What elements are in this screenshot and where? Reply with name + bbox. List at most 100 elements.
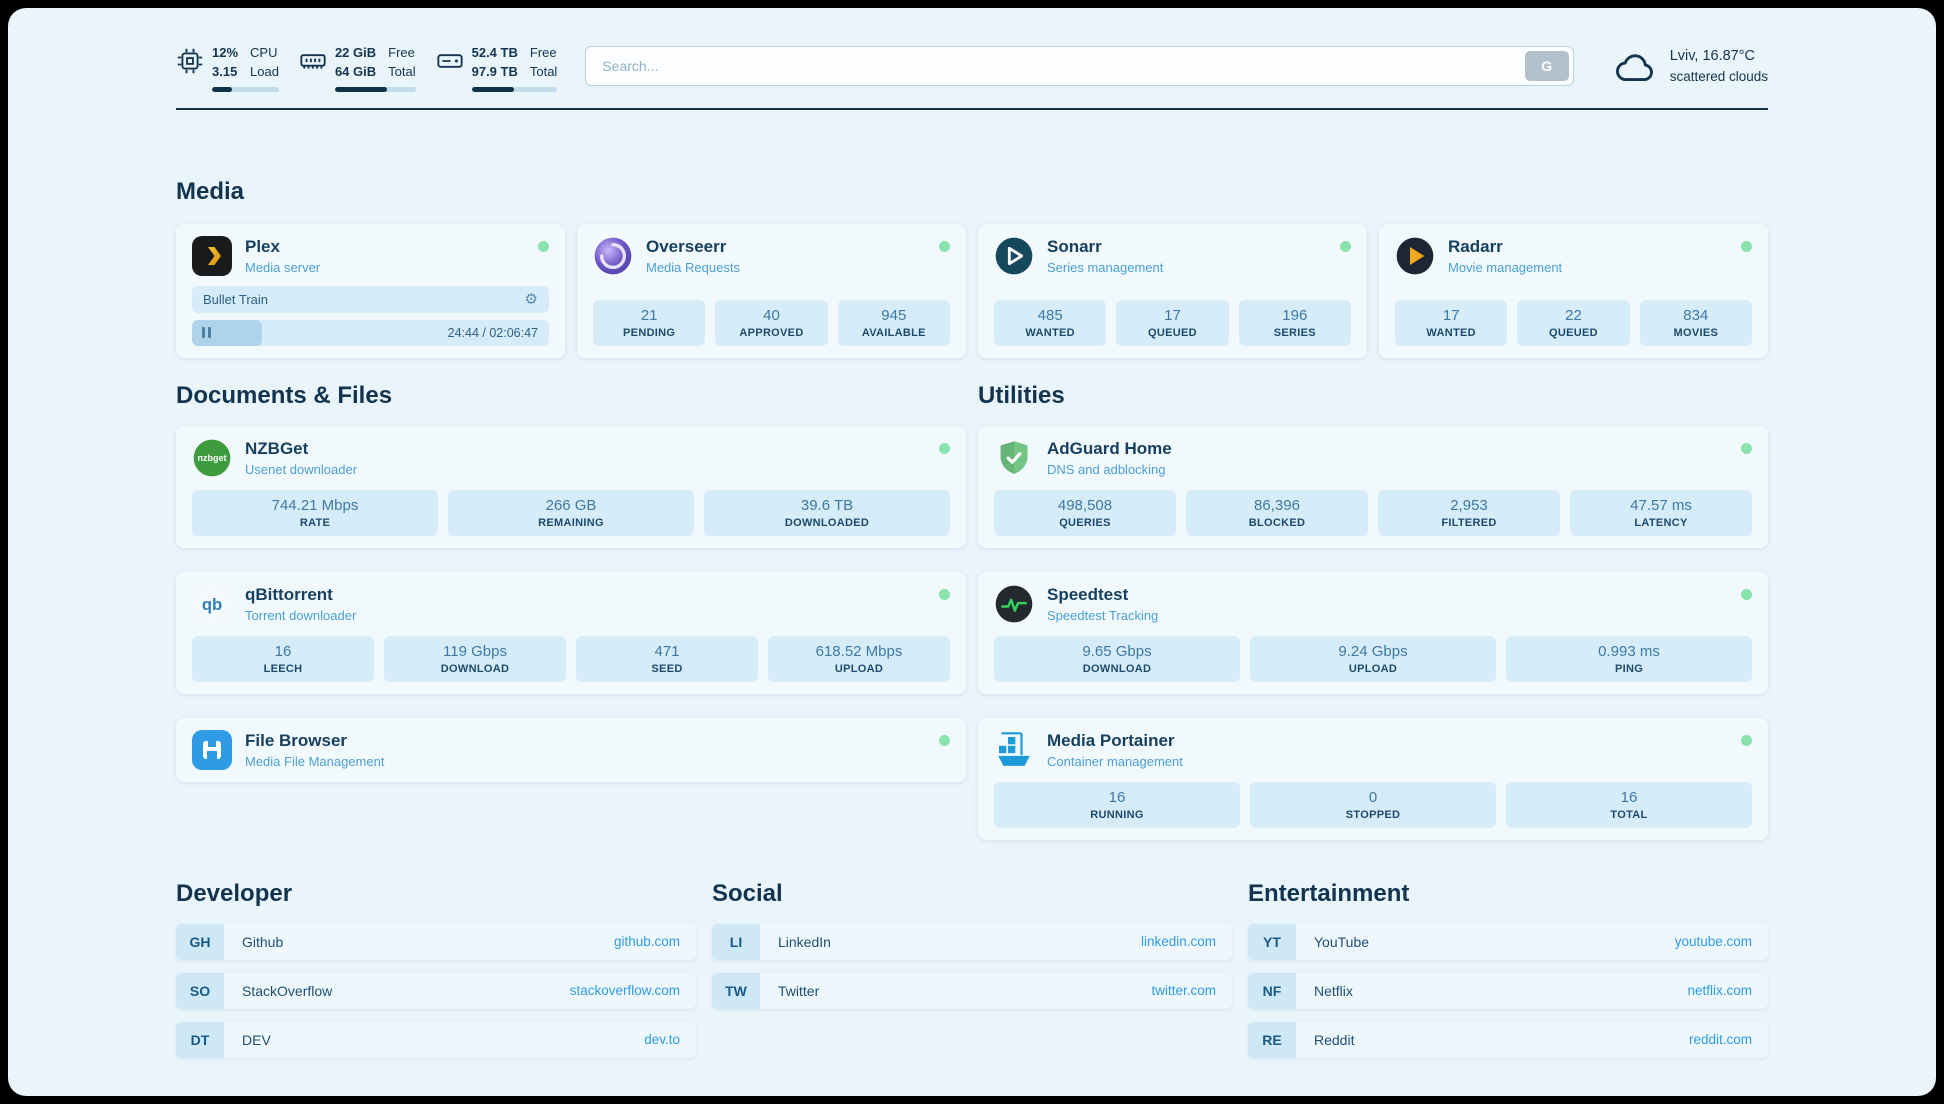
- stat-filtered: 2,953 FILTERED: [1378, 489, 1560, 536]
- linkedin-badge: LI: [712, 923, 760, 960]
- memory-values: 22 GiB 64 GiB: [334, 45, 377, 79]
- service-name: NZBGet: [245, 438, 309, 458]
- status-dot: [939, 442, 950, 454]
- link-row-stackoverflow[interactable]: SO StackOverflow stackoverflow.com: [176, 972, 696, 1009]
- sonarr-card[interactable]: Sonarr Series management 485 WANTED 17 Q…: [978, 223, 1367, 358]
- plex-card[interactable]: Plex Media server Bullet Train ⚙ 24:44: [176, 223, 565, 358]
- stat-queued: 17 QUEUED: [1116, 299, 1229, 346]
- service-name: AdGuard Home: [1047, 438, 1172, 458]
- stat-upload: 618.52 Mbps UPLOAD: [768, 635, 950, 682]
- link-row-dev[interactable]: DT DEV dev.to: [176, 1021, 696, 1058]
- service-name: qBittorrent: [245, 584, 333, 604]
- status-dot: [1741, 734, 1752, 746]
- stat-available: 945 AVAILABLE: [837, 299, 950, 346]
- stat-series: 196 SERIES: [1238, 299, 1351, 346]
- stackoverflow-badge: SO: [176, 972, 224, 1009]
- service-name: Sonarr: [1047, 236, 1102, 256]
- link-url: netflix.com: [1687, 983, 1752, 999]
- stat-total: 16 TOTAL: [1506, 781, 1752, 828]
- section-title-documents: Documents & Files: [176, 381, 393, 409]
- link-row-linkedin[interactable]: LI LinkedIn linkedin.com: [712, 923, 1232, 960]
- link-row-reddit[interactable]: RE Reddit reddit.com: [1248, 1021, 1768, 1058]
- search-engine-button[interactable]: G: [1524, 51, 1569, 81]
- playback-time: 24:44 / 02:06:47: [447, 325, 538, 340]
- link-name: YouTube: [1314, 933, 1370, 950]
- status-dot: [939, 588, 950, 600]
- nzbget-card[interactable]: nzbget NZBGet Usenet downloader 74: [176, 425, 966, 548]
- service-name: Radarr: [1448, 236, 1503, 256]
- developer-column: Developer GH Github github.com SO StackO…: [176, 880, 696, 1058]
- system-stats: 12% 3.15 CPU Load: [176, 44, 558, 92]
- cpu-labels: CPU Load: [250, 45, 279, 79]
- playback-progress-bar[interactable]: 24:44 / 02:06:47: [192, 319, 549, 346]
- status-dot: [939, 240, 950, 252]
- filebrowser-card[interactable]: File Browser Media File Management: [176, 717, 966, 782]
- link-row-twitter[interactable]: TW Twitter twitter.com: [712, 972, 1232, 1009]
- link-url: twitter.com: [1151, 983, 1216, 999]
- stat-leech: 16 LEECH: [192, 635, 374, 682]
- now-playing-row: Bullet Train ⚙: [192, 285, 549, 313]
- twitter-badge: TW: [712, 972, 760, 1009]
- cpu-progress-bar: [212, 86, 279, 92]
- link-url: linkedin.com: [1140, 934, 1216, 950]
- link-url: github.com: [613, 934, 680, 950]
- stat-rate: 744.21 Mbps RATE: [192, 489, 438, 536]
- stat-download: 119 Gbps DOWNLOAD: [384, 635, 566, 682]
- link-row-youtube[interactable]: YT YouTube youtube.com: [1248, 923, 1768, 960]
- radarr-icon: [1395, 236, 1435, 276]
- radarr-card[interactable]: Radarr Movie management 17 WANTED 22 QUE…: [1379, 223, 1768, 358]
- memory-icon: [300, 54, 326, 69]
- stat-downloaded: 39.6 TB DOWNLOADED: [704, 489, 950, 536]
- reddit-badge: RE: [1248, 1021, 1296, 1058]
- service-subtitle: Container management: [1047, 753, 1183, 769]
- qbittorrent-card[interactable]: qb qBittorrent Torrent downloader: [176, 571, 966, 694]
- service-name: File Browser: [245, 730, 348, 750]
- stat-queued: 22 QUEUED: [1517, 299, 1630, 346]
- link-url: dev.to: [644, 1032, 680, 1048]
- status-dot: [1741, 442, 1752, 454]
- topbar: 12% 3.15 CPU Load: [176, 44, 1768, 92]
- weather-location: Lviv, 16.87°C: [1669, 48, 1756, 64]
- memory-widget: 22 GiB 64 GiB Free Total: [299, 44, 416, 92]
- netflix-badge: NF: [1248, 972, 1296, 1009]
- sonarr-icon: [994, 236, 1034, 276]
- overseerr-card[interactable]: Overseerr Media Requests 21 PENDING 40 A…: [577, 223, 966, 358]
- stat-upload: 9.24 Gbps UPLOAD: [1250, 635, 1496, 682]
- pause-icon[interactable]: [202, 327, 211, 339]
- link-url: youtube.com: [1674, 934, 1752, 950]
- adguard-card[interactable]: AdGuard Home DNS and adblocking 498,508 …: [978, 425, 1768, 548]
- link-row-netflix[interactable]: NF Netflix netflix.com: [1248, 972, 1768, 1009]
- service-subtitle: Media Requests: [646, 259, 740, 275]
- stat-download: 9.65 Gbps DOWNLOAD: [994, 635, 1240, 682]
- status-dot: [1741, 588, 1752, 600]
- link-url: reddit.com: [1688, 1032, 1752, 1048]
- gear-icon[interactable]: ⚙: [524, 289, 538, 308]
- cpu-values: 12% 3.15: [212, 45, 239, 79]
- speedtest-icon: [994, 584, 1034, 624]
- cpu-widget: 12% 3.15 CPU Load: [176, 44, 279, 92]
- disk-icon: [437, 54, 463, 68]
- portainer-card[interactable]: Media Portainer Container management 16 …: [978, 717, 1768, 840]
- stat-queries: 498,508 QUERIES: [994, 489, 1176, 536]
- svg-text:nzbget: nzbget: [198, 453, 227, 463]
- link-name: LinkedIn: [778, 933, 831, 950]
- stat-stopped: 0 STOPPED: [1250, 781, 1496, 828]
- cpu-icon: [177, 48, 203, 74]
- stat-running: 16 RUNNING: [994, 781, 1240, 828]
- section-title-media: Media: [176, 177, 245, 205]
- stat-remaining: 266 GB REMAINING: [448, 489, 694, 536]
- weather-widget[interactable]: Lviv, 16.87°C scattered clouds: [1614, 46, 1768, 87]
- disk-labels: Free Total: [529, 45, 558, 79]
- link-name: Github: [242, 933, 284, 950]
- service-subtitle: Torrent downloader: [245, 607, 357, 623]
- section-title-utilities: Utilities: [978, 381, 1065, 409]
- search-input[interactable]: [585, 46, 1574, 86]
- stat-ping: 0.993 ms PING: [1506, 635, 1752, 682]
- service-name: Speedtest: [1047, 584, 1129, 604]
- entertainment-column: Entertainment YT YouTube youtube.com NF …: [1248, 880, 1768, 1058]
- filebrowser-icon: [192, 729, 232, 770]
- link-row-github[interactable]: GH Github github.com: [176, 923, 696, 960]
- overseerr-icon: [593, 236, 633, 276]
- speedtest-card[interactable]: Speedtest Speedtest Tracking 9.65 Gbps D…: [978, 571, 1768, 694]
- memory-progress-bar: [334, 86, 416, 92]
